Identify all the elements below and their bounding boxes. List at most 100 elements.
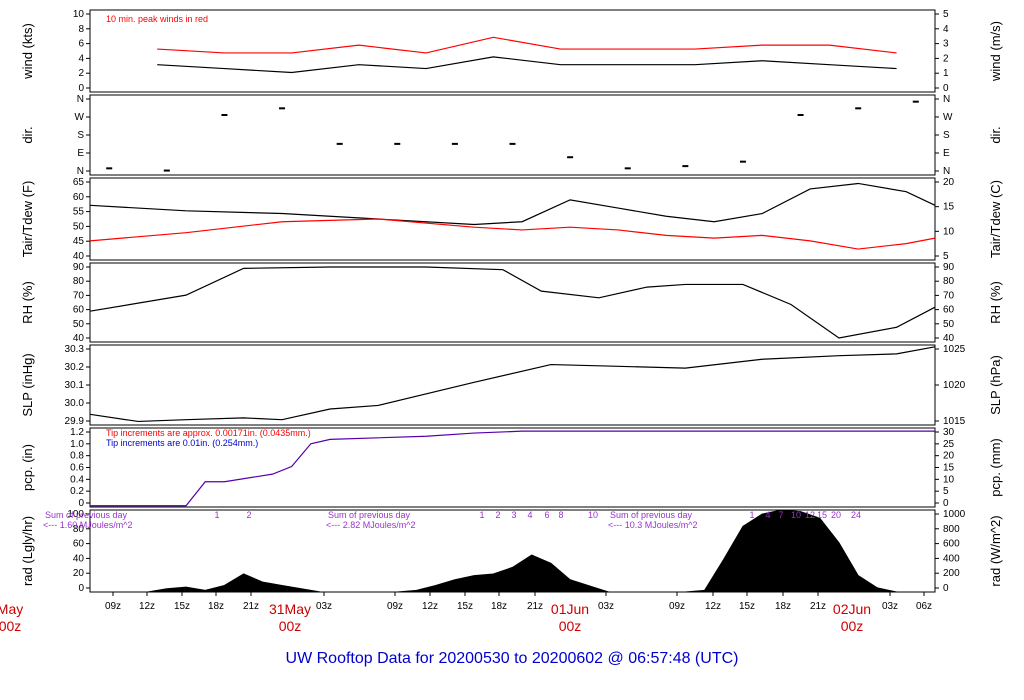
event-label-rad: 1 bbox=[214, 510, 219, 520]
xtick-label: 09z bbox=[387, 601, 403, 612]
area-rad bbox=[90, 509, 935, 593]
point-dir bbox=[336, 142, 343, 145]
ytick-right-label-wind: 4 bbox=[943, 24, 949, 35]
ytick-right-label-slp: 1020 bbox=[943, 380, 966, 391]
ytick-label-dir: E bbox=[77, 148, 84, 159]
ytick-right-label-pcp: 20 bbox=[943, 451, 955, 462]
panel-frame-dir bbox=[89, 94, 936, 176]
line-slp-0 bbox=[89, 346, 936, 423]
ytick-label-wind: 10 bbox=[73, 9, 85, 20]
ytick-label-dir: W bbox=[75, 112, 85, 123]
event-label-rad: 2 bbox=[246, 510, 251, 520]
ytick-right-label-wind: 3 bbox=[943, 39, 949, 50]
xtick-label: 12z bbox=[139, 601, 155, 612]
ytick-label-pcp: 0 bbox=[78, 498, 84, 509]
ytick-label-rad: 100 bbox=[67, 509, 84, 520]
ytick-right-label-temp: 5 bbox=[943, 251, 949, 262]
ytick-right-label-dir: N bbox=[943, 94, 950, 105]
line-temp-1 bbox=[89, 218, 936, 250]
ytick-label-dir: N bbox=[77, 166, 84, 177]
event-label-rad: 20 bbox=[831, 510, 841, 520]
ytick-right-label-pcp: 25 bbox=[943, 439, 955, 450]
ytick-label-rh: 60 bbox=[73, 305, 85, 316]
xtick-label: 21z bbox=[527, 601, 543, 612]
xtick-label: 09z bbox=[669, 601, 685, 612]
xtick-label: 21z bbox=[243, 601, 259, 612]
ytick-label-pcp: 0.2 bbox=[70, 486, 84, 497]
line-rh-0 bbox=[89, 266, 936, 339]
ylabel-right-rad: rad (W/m^2) bbox=[988, 515, 1003, 586]
ytick-label-rad: 0 bbox=[78, 583, 84, 594]
xtick-label: 03z bbox=[316, 601, 332, 612]
ytick-label-slp: 30.2 bbox=[65, 362, 85, 373]
ytick-right-label-temp: 20 bbox=[943, 177, 955, 188]
point-dir bbox=[451, 142, 458, 145]
ytick-label-slp: 30.1 bbox=[65, 380, 85, 391]
event-label-rad: 2 bbox=[495, 510, 500, 520]
ylabel-slp: SLP (inHg) bbox=[20, 353, 35, 416]
ytick-label-temp: 60 bbox=[73, 192, 85, 203]
note-rad: <--- 1.60 MJoules/m^2 bbox=[43, 520, 133, 530]
xtick-label: 18z bbox=[775, 601, 791, 612]
ytick-label-temp: 45 bbox=[73, 236, 85, 247]
ytick-right-label-pcp: 10 bbox=[943, 474, 955, 485]
xtick-label: 18z bbox=[491, 601, 507, 612]
ytick-label-rad: 40 bbox=[73, 553, 85, 564]
point-dir bbox=[106, 167, 113, 170]
ytick-label-slp: 30.3 bbox=[65, 344, 85, 355]
ylabel-right-temp: Tair/Tdew (C) bbox=[988, 180, 1003, 258]
day-label-00z: 00z bbox=[841, 618, 864, 634]
ytick-right-label-pcp: 5 bbox=[943, 486, 949, 497]
day-label: 31May bbox=[269, 601, 311, 617]
day-label-00z: 00z bbox=[559, 618, 582, 634]
point-dir bbox=[509, 142, 516, 145]
ytick-label-rad: 80 bbox=[73, 524, 85, 535]
event-label-rad: 10 bbox=[588, 510, 598, 520]
xtick-label: 03z bbox=[598, 601, 614, 612]
figure-title: UW Rooftop Data for 20200530 to 20200602… bbox=[285, 650, 739, 667]
ytick-right-label-rh: 80 bbox=[943, 276, 955, 287]
ytick-right-label-rad: 800 bbox=[943, 524, 960, 535]
event-label-rad: 4 bbox=[765, 510, 770, 520]
line-pcp-0 bbox=[90, 430, 935, 507]
ytick-right-label-dir: W bbox=[943, 112, 953, 123]
ylabel-rh: RH (%) bbox=[20, 281, 35, 324]
ytick-label-pcp: 0.6 bbox=[70, 463, 84, 474]
ytick-right-label-rh: 40 bbox=[943, 333, 955, 344]
ytick-label-dir: S bbox=[77, 130, 84, 141]
xtick-label: 18z bbox=[208, 601, 224, 612]
ytick-right-label-dir: S bbox=[943, 130, 950, 141]
event-label-rad: 8 bbox=[558, 510, 563, 520]
ytick-label-rh: 80 bbox=[73, 276, 85, 287]
point-dir bbox=[739, 160, 746, 163]
ytick-label-pcp: 1.0 bbox=[70, 439, 84, 450]
ytick-right-label-pcp: 30 bbox=[943, 427, 955, 438]
point-dir bbox=[855, 107, 862, 110]
ytick-label-pcp: 1.2 bbox=[70, 427, 84, 438]
panel-frame-rh bbox=[89, 262, 936, 343]
ytick-right-label-wind: 0 bbox=[943, 83, 949, 94]
ytick-label-pcp: 0.4 bbox=[70, 474, 84, 485]
ytick-label-rad: 60 bbox=[73, 539, 85, 550]
ylabel-rad: rad (Lgly/hr) bbox=[20, 516, 35, 586]
ylabel-right-pcp: pcp. (mm) bbox=[988, 438, 1003, 497]
event-label-rad: 4 bbox=[527, 510, 532, 520]
ytick-right-label-rh: 50 bbox=[943, 319, 955, 330]
line-wind-1 bbox=[157, 36, 897, 54]
ytick-label-temp: 55 bbox=[73, 207, 85, 218]
xtick-label: 03z bbox=[882, 601, 898, 612]
ytick-right-label-rad: 0 bbox=[943, 583, 949, 594]
annotation-wind: 10 min. peak winds in red bbox=[106, 14, 208, 24]
note-rad: Sum of previous day bbox=[328, 510, 411, 520]
ytick-right-label-rh: 70 bbox=[943, 290, 955, 301]
ytick-right-label-temp: 15 bbox=[943, 202, 955, 213]
ytick-right-label-wind: 2 bbox=[943, 53, 949, 64]
note-rad: <--- 10.3 MJoules/m^2 bbox=[608, 520, 698, 530]
ytick-label-rh: 70 bbox=[73, 290, 85, 301]
ytick-label-temp: 40 bbox=[73, 251, 85, 262]
event-label-rad: 15 bbox=[817, 510, 827, 520]
point-dir bbox=[221, 114, 228, 116]
ylabel-right-rh: RH (%) bbox=[988, 281, 1003, 324]
point-dir bbox=[797, 114, 804, 116]
ytick-right-label-rh: 60 bbox=[943, 305, 955, 316]
